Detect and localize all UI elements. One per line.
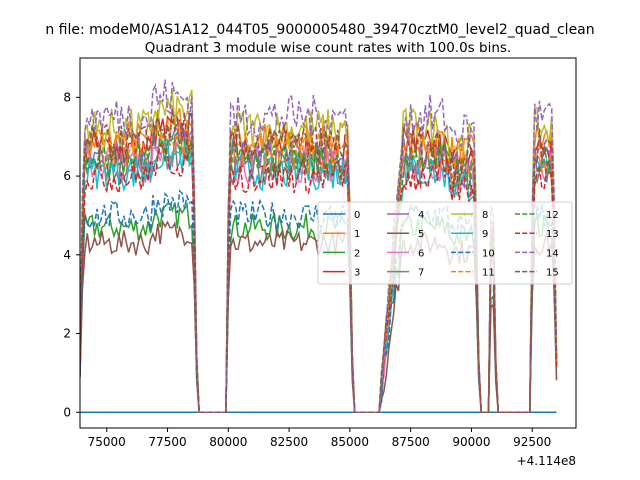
series-line-14 xyxy=(80,79,558,414)
y-tick-label: 8 xyxy=(63,90,71,104)
legend-label: 15 xyxy=(546,268,559,279)
legend-label: 5 xyxy=(418,229,424,240)
legend-label: 3 xyxy=(354,268,360,279)
legend-label: 0 xyxy=(354,210,360,221)
legend-label: 13 xyxy=(546,229,559,240)
legend-label: 7 xyxy=(418,268,424,279)
legend-label: 4 xyxy=(418,210,424,221)
y-tick-label: 0 xyxy=(63,405,71,419)
x-offset-text: +4.114e8 xyxy=(517,454,576,468)
legend-label: 14 xyxy=(546,248,559,259)
x-axis: 75000 77500 80000 82500 85000 87500 90000 92500 xyxy=(88,428,551,449)
y-axis: 0 2 4 6 8 xyxy=(63,90,80,419)
x-tick-label: 92500 xyxy=(513,435,551,449)
legend-label: 12 xyxy=(546,210,559,221)
y-tick-label: 4 xyxy=(63,248,71,262)
x-tick-label: 75000 xyxy=(88,435,126,449)
legend-label: 1 xyxy=(354,229,360,240)
legend-label: 8 xyxy=(482,210,488,221)
legend-label: 6 xyxy=(418,248,424,259)
legend-box xyxy=(317,201,573,285)
y-tick-label: 6 xyxy=(63,169,71,183)
x-tick-label: 82500 xyxy=(270,435,308,449)
series-line-13 xyxy=(80,142,558,414)
chart-title: Quadrant 3 module wise count rates with … xyxy=(145,40,511,56)
legend-label: 2 xyxy=(354,248,360,259)
x-tick-label: 80000 xyxy=(209,435,247,449)
x-tick-label: 85000 xyxy=(331,435,369,449)
figure-suptitle: n file: modeM0/AS1A12_044T05_9000005480_… xyxy=(45,22,594,38)
x-tick-label: 90000 xyxy=(452,435,490,449)
y-tick-label: 2 xyxy=(63,327,71,341)
x-tick-label: 77500 xyxy=(148,435,186,449)
legend-label: 11 xyxy=(482,268,495,279)
x-tick-label: 87500 xyxy=(392,435,430,449)
legend-label: 9 xyxy=(482,229,488,240)
plot-frame xyxy=(79,57,577,429)
legend-label: 10 xyxy=(482,248,495,259)
series-line-11 xyxy=(80,117,558,414)
